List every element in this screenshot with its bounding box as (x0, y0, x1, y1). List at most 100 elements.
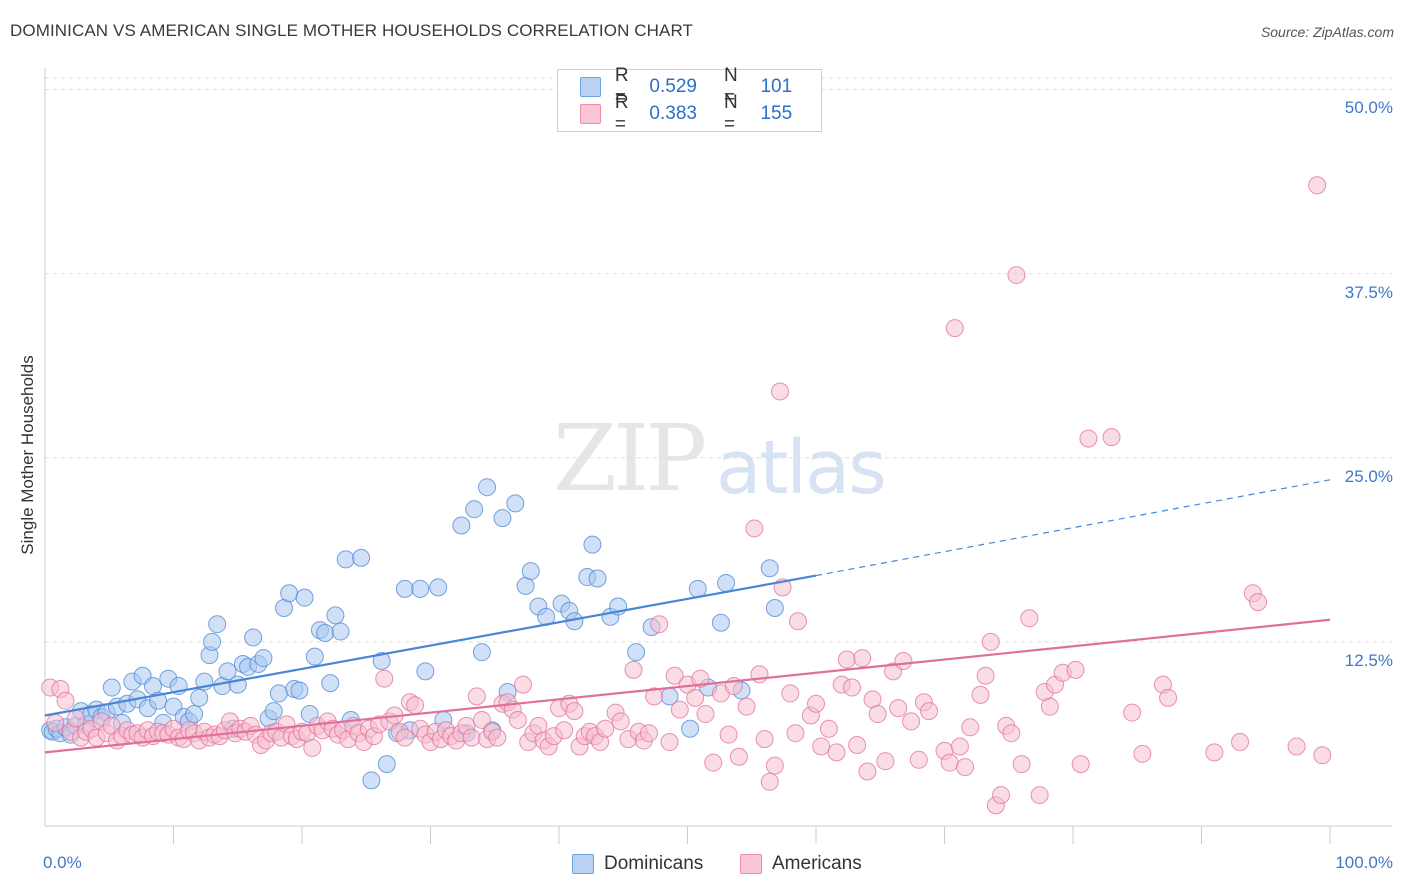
legend-n-value: 155 (760, 103, 793, 124)
data-point-dominicans (681, 719, 700, 738)
data-point-americans (565, 702, 584, 721)
y-tick-label: 37.5% (1344, 282, 1393, 302)
data-point-americans (940, 753, 959, 772)
watermark-atlas: atlas (716, 425, 887, 511)
points-layer (41, 176, 1332, 815)
data-point-dominicans (765, 598, 784, 617)
data-point-americans (807, 694, 825, 713)
data-point-americans (719, 725, 738, 744)
data-point-dominicans (331, 622, 350, 641)
data-point-americans (1012, 755, 1031, 774)
data-point-dominicans (478, 478, 497, 497)
data-point-americans (786, 724, 805, 743)
data-point-dominicans (336, 550, 355, 569)
data-point-dominicans (326, 606, 345, 625)
data-point-dominicans (362, 771, 381, 790)
data-point-americans (1066, 660, 1085, 679)
data-point-americans (696, 705, 715, 724)
data-point-americans (691, 669, 710, 688)
data-point-dominicans (295, 588, 314, 607)
data-point-americans (488, 728, 507, 747)
data-point-americans (514, 675, 533, 694)
data-point-americans (624, 660, 643, 679)
data-point-americans (976, 666, 995, 685)
data-point-americans (508, 710, 527, 729)
data-point-americans (909, 750, 928, 769)
legend-r-label: R = (614, 92, 629, 135)
data-point-dominicans (372, 652, 391, 671)
data-point-americans (1102, 428, 1121, 447)
data-point-americans (303, 738, 322, 757)
series-label-americans: Americans (772, 853, 862, 874)
data-point-americans (665, 666, 684, 685)
trend-line-americans (44, 618, 1331, 754)
data-point-americans (686, 688, 705, 707)
data-point-americans (704, 753, 723, 772)
data-point-americans (1040, 697, 1059, 716)
data-point-dominicans (493, 509, 512, 528)
data-point-americans (894, 652, 913, 671)
data-point-americans (1020, 609, 1039, 628)
y-tick-label: 25.0% (1344, 466, 1393, 486)
data-point-americans (1159, 688, 1178, 707)
data-point-americans (56, 691, 75, 710)
data-point-dominicans (218, 662, 237, 681)
series-legend-dominicans[interactable]: Dominicans (572, 851, 703, 877)
data-point-americans (745, 519, 764, 538)
data-point-americans (729, 747, 748, 766)
data-point-dominicans (688, 579, 707, 598)
series-legend-americans[interactable]: Americans (740, 851, 862, 877)
data-point-americans (596, 719, 615, 738)
data-point-dominicans (521, 562, 540, 581)
legend-row-dominicans: R = 0.529 N = 101 (580, 65, 821, 108)
data-point-americans (472, 710, 491, 729)
data-point-dominicans (506, 494, 525, 513)
data-point-americans (771, 382, 790, 401)
data-point-dominicans (190, 688, 209, 707)
legend-swatch-dominicans (580, 77, 601, 97)
data-point-americans (842, 678, 861, 697)
data-point-americans (1133, 744, 1152, 763)
data-point-dominicans (203, 632, 222, 651)
data-point-americans (945, 319, 964, 338)
data-point-americans (1249, 593, 1268, 612)
data-point-americans (375, 669, 394, 688)
legend-n-value: 101 (760, 76, 793, 97)
data-point-americans (1308, 176, 1327, 195)
watermark-zip: ZIP (553, 405, 707, 512)
data-point-americans (781, 684, 800, 703)
trend-layer (44, 479, 1331, 754)
data-point-dominicans (411, 579, 430, 598)
data-point-dominicans (583, 535, 602, 554)
data-point-americans (760, 772, 779, 791)
data-point-dominicans (717, 573, 736, 592)
data-point-dominicans (280, 584, 299, 603)
data-point-americans (837, 650, 856, 669)
data-point-dominicans (452, 516, 471, 535)
grid-layer (45, 77, 1392, 643)
data-point-americans (1287, 737, 1306, 756)
chart-title: DOMINICAN VS AMERICAN SINGLE MOTHER HOUS… (10, 21, 694, 40)
data-point-dominicans (465, 500, 484, 519)
data-point-dominicans (185, 705, 204, 724)
data-point-americans (467, 687, 486, 706)
data-point-americans (1313, 746, 1332, 765)
data-point-americans (611, 712, 630, 731)
data-point-americans (650, 615, 669, 634)
y-axis-label: Single Mother Households (18, 355, 37, 555)
data-point-americans (1007, 266, 1026, 285)
x-tick-min: 0.0% (43, 853, 82, 872)
data-point-dominicans (290, 681, 309, 700)
data-point-americans (827, 743, 846, 762)
data-point-americans (755, 730, 774, 749)
data-point-americans (670, 700, 689, 719)
data-point-americans (950, 737, 969, 756)
data-point-americans (971, 685, 990, 704)
data-point-dominicans (352, 548, 371, 567)
data-point-americans (961, 718, 980, 737)
data-point-americans (737, 697, 756, 716)
data-point-dominicans (264, 702, 283, 721)
data-point-dominicans (472, 643, 491, 662)
data-point-americans (848, 735, 867, 754)
